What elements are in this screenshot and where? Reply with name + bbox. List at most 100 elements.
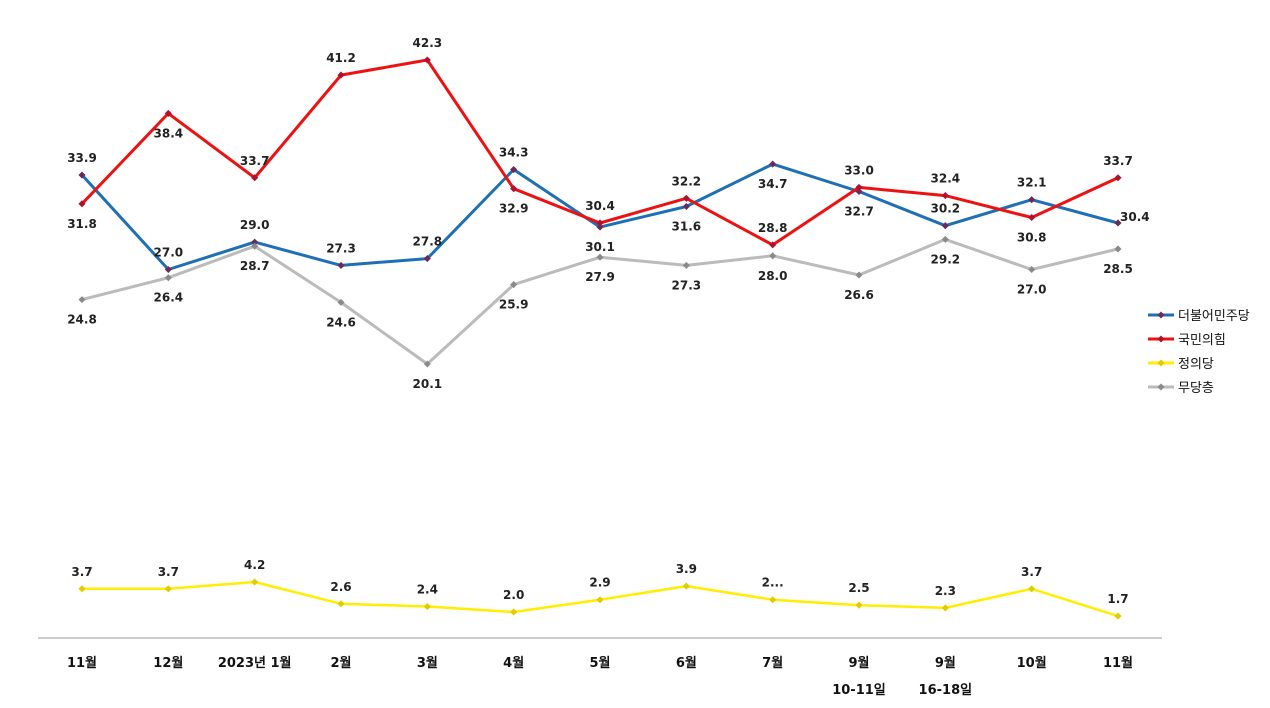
data-point <box>78 585 86 593</box>
data-point <box>1114 245 1122 253</box>
data-label: 30.2 <box>931 202 961 216</box>
x-axis-labels: 11월 12월 2023년 1월 2월 3월 4월 5월 6월 7월 9월 10-11일 9월 16-1… <box>67 655 1133 698</box>
x-tick-label: 9월 <box>848 655 869 671</box>
data-point <box>769 252 777 260</box>
data-label: 30.4 <box>1120 210 1150 224</box>
data-label: 27.3 <box>672 278 702 292</box>
data-point <box>855 183 863 191</box>
series-line <box>80 58 1119 247</box>
data-point <box>769 241 777 249</box>
data-point <box>941 235 949 243</box>
data-point <box>337 298 345 306</box>
data-point <box>769 160 777 168</box>
data-label: 2.5 <box>848 581 869 595</box>
data-point <box>164 274 172 282</box>
data-label: 41.2 <box>326 51 356 65</box>
data-label: 32.9 <box>499 202 529 216</box>
data-label-layer: 33.9 27.0 29.0 27.3 27.8 34.3 30.1 31.6 34.7 32.7… <box>67 36 1149 606</box>
legend-item: 정의당 <box>1148 357 1214 372</box>
data-point <box>251 242 259 250</box>
data-point <box>769 596 777 604</box>
data-label: 2... <box>762 576 784 590</box>
legend-item: 국민의힘 <box>1148 333 1226 348</box>
data-point <box>164 109 172 117</box>
data-label: 33.0 <box>844 163 874 177</box>
data-label: 33.7 <box>240 154 270 168</box>
data-label: 30.1 <box>585 240 615 254</box>
data-label: 24.6 <box>326 315 356 329</box>
data-label: 28.0 <box>758 269 788 283</box>
data-label: 4.2 <box>244 558 265 572</box>
legend-label: 정의당 <box>1178 357 1214 372</box>
x-tick-label: 7월 <box>762 655 783 671</box>
data-point <box>1028 196 1036 204</box>
data-label: 2.3 <box>935 584 956 598</box>
data-label: 28.5 <box>1103 262 1133 276</box>
data-label: 27.0 <box>1017 283 1047 297</box>
data-point <box>682 202 690 211</box>
data-label: 32.1 <box>1017 176 1047 190</box>
data-label: 26.6 <box>844 288 874 302</box>
data-label: 34.7 <box>758 177 788 191</box>
data-point <box>164 585 172 593</box>
data-label: 3.7 <box>1021 565 1042 579</box>
legend-label: 무당층 <box>1178 381 1214 396</box>
data-label: 3.7 <box>158 565 179 579</box>
data-point <box>423 360 431 368</box>
x-tick-label: 3월 <box>417 655 438 671</box>
data-label: 31.8 <box>67 217 97 231</box>
data-point <box>682 194 690 202</box>
data-label: 3.9 <box>676 562 697 576</box>
data-point <box>596 219 604 227</box>
data-point <box>423 255 431 263</box>
data-label: 1.7 <box>1107 592 1128 606</box>
legend-item: 무당층 <box>1148 381 1214 396</box>
data-point <box>337 71 345 79</box>
data-label: 42.3 <box>413 36 443 50</box>
data-point <box>251 578 259 586</box>
x-tick-label: 16-18일 <box>919 683 973 698</box>
data-label: 28.7 <box>240 259 270 273</box>
x-tick-label: 5월 <box>589 655 610 671</box>
data-label: 24.8 <box>67 313 97 327</box>
data-label: 30.8 <box>1017 230 1047 244</box>
series-4 <box>78 235 1122 368</box>
data-point <box>941 604 949 612</box>
x-tick-label: 10월 <box>1017 655 1047 671</box>
data-label: 34.3 <box>499 146 529 160</box>
legend-label: 더불어민주당 <box>1178 309 1250 324</box>
data-label: 2.6 <box>330 580 351 594</box>
data-point <box>596 253 604 261</box>
data-label: 27.3 <box>326 241 356 255</box>
data-point <box>682 261 690 269</box>
data-point <box>596 223 604 231</box>
data-point <box>855 601 863 609</box>
data-label: 2.0 <box>503 588 524 602</box>
data-point <box>1114 612 1122 620</box>
data-label: 25.9 <box>499 298 529 312</box>
x-tick-label: 2월 <box>330 655 351 671</box>
legend-marker <box>1157 311 1165 319</box>
data-label: 27.8 <box>413 235 443 249</box>
data-label: 28.8 <box>758 221 788 235</box>
data-label: 31.6 <box>672 220 702 234</box>
data-point <box>596 596 604 604</box>
data-point <box>78 200 86 208</box>
data-point <box>164 265 172 274</box>
data-label: 32.4 <box>931 172 961 186</box>
data-label: 33.9 <box>67 151 97 165</box>
x-tick-label: 4월 <box>503 655 524 671</box>
x-tick-label: 11월 <box>67 655 97 671</box>
data-label: 32.7 <box>844 204 874 218</box>
x-tick-label: 10-11일 <box>832 683 886 698</box>
data-point <box>251 238 259 246</box>
x-tick-label: 11월 <box>1103 655 1133 671</box>
legend-marker <box>1157 335 1165 343</box>
data-point <box>682 582 690 590</box>
data-label: 20.1 <box>413 377 443 391</box>
data-label: 2.4 <box>417 583 438 597</box>
data-label: 2.9 <box>589 576 610 590</box>
